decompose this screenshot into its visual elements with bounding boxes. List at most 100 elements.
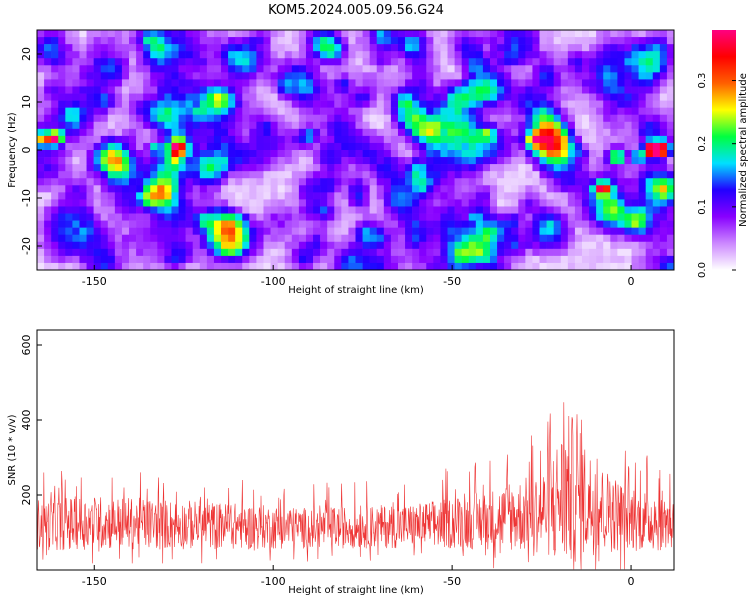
heatmap-cell — [58, 114, 66, 123]
heatmap-cell — [610, 72, 618, 80]
heatmap-cell — [44, 199, 52, 207]
heatmap-cell — [100, 234, 109, 243]
heatmap-cell — [192, 121, 201, 130]
heatmap-cell — [574, 79, 583, 87]
heatmap-cell — [405, 150, 413, 158]
heatmap-cell — [221, 72, 229, 80]
heatmap-cell — [652, 86, 661, 94]
heatmap-cell — [313, 114, 321, 123]
heatmap-cell — [412, 213, 420, 221]
heatmap-cell — [511, 30, 519, 38]
heatmap-cell — [221, 206, 229, 214]
heatmap-cell — [284, 178, 293, 186]
heatmap-cell — [546, 213, 554, 221]
heatmap-cell — [624, 227, 632, 236]
heatmap-cell — [525, 30, 533, 38]
heatmap-cell — [86, 220, 94, 228]
heatmap-cell — [419, 185, 427, 193]
heatmap-cell — [546, 248, 554, 257]
heatmap-cell — [397, 234, 406, 243]
heatmap-cell — [617, 72, 625, 80]
heatmap-cell — [546, 86, 554, 94]
heatmap-cell — [235, 72, 243, 80]
heatmap-cell — [263, 227, 271, 236]
heatmap-cell — [228, 157, 236, 165]
heatmap-cell — [327, 135, 335, 144]
heatmap-cell — [178, 37, 186, 45]
heatmap-cell — [397, 262, 406, 271]
heatmap-cell — [206, 79, 215, 87]
heatmap-cell — [129, 171, 137, 179]
heatmap-cell — [610, 262, 618, 271]
heatmap-cell — [249, 86, 257, 94]
heatmap-cell — [192, 51, 201, 59]
heatmap-cell — [37, 185, 45, 193]
heatmap-cell — [574, 164, 583, 172]
heatmap-cell — [631, 30, 639, 38]
heatmap-cell — [221, 93, 229, 101]
heatmap-cell — [511, 255, 519, 264]
heatmap-cell — [405, 178, 413, 186]
heatmap-cell — [426, 128, 434, 137]
heatmap-cell — [419, 234, 427, 243]
heatmap-cell — [143, 262, 151, 271]
heatmap-cell — [383, 255, 392, 264]
heatmap-cell — [242, 164, 250, 172]
heatmap-cell — [581, 100, 590, 108]
heatmap-cell — [256, 164, 264, 172]
heatmap-cell — [525, 157, 533, 165]
heatmap-cell — [150, 128, 158, 137]
heatmap-cell — [114, 171, 123, 179]
heatmap-cell — [291, 37, 300, 45]
heatmap-cell — [560, 206, 569, 214]
heatmap-cell — [348, 93, 356, 101]
heatmap-cell — [72, 255, 80, 264]
heatmap-cell — [511, 100, 519, 108]
heatmap-cell — [37, 164, 45, 172]
heatmap-cell — [65, 185, 73, 193]
heatmap-cell — [589, 93, 597, 101]
heatmap-cell — [638, 86, 646, 94]
heatmap-cell — [206, 72, 215, 80]
heatmap-cell — [150, 213, 158, 221]
heatmap-cell — [376, 30, 385, 38]
heatmap-cell — [249, 30, 257, 38]
heatmap-cell — [72, 58, 80, 66]
heatmap-cell — [376, 100, 385, 108]
heatmap-cell — [348, 227, 356, 236]
heatmap-cell — [447, 234, 455, 243]
heatmap-cell — [504, 241, 512, 250]
heatmap-cell — [631, 79, 639, 87]
heatmap-cell — [79, 164, 87, 172]
heatmap-cell — [100, 72, 109, 80]
heatmap-cell — [497, 227, 505, 236]
heatmap-cell — [284, 114, 293, 123]
heatmap-cell — [369, 93, 378, 101]
heatmap-cell — [390, 213, 399, 221]
heatmap-cell — [72, 142, 80, 151]
heatmap-cell — [645, 72, 654, 80]
heatmap-cell — [114, 192, 123, 200]
heatmap-cell — [298, 248, 307, 257]
heatmap-cell — [114, 100, 123, 108]
heatmap-cell — [206, 142, 215, 151]
heatmap-cell — [532, 206, 540, 214]
heatmap-cell — [497, 178, 505, 186]
heatmap-cell — [298, 142, 307, 151]
heatmap-cell — [171, 142, 179, 151]
heatmap-cell — [72, 199, 80, 207]
heatmap-cell — [497, 199, 505, 207]
heatmap-cell — [475, 135, 484, 144]
heatmap-cell — [412, 107, 420, 116]
heatmap-cell — [228, 234, 236, 243]
heatmap-cell — [157, 157, 165, 165]
heatmap-cell — [178, 206, 186, 214]
heatmap-cell — [397, 65, 406, 73]
heatmap-cell — [567, 100, 576, 108]
heatmap-cell — [228, 241, 236, 250]
heatmap-cell — [447, 255, 455, 264]
heatmap-cell — [412, 72, 420, 80]
heatmap-cell — [581, 58, 590, 66]
heatmap-cell — [397, 185, 406, 193]
heatmap-cell — [497, 51, 505, 59]
